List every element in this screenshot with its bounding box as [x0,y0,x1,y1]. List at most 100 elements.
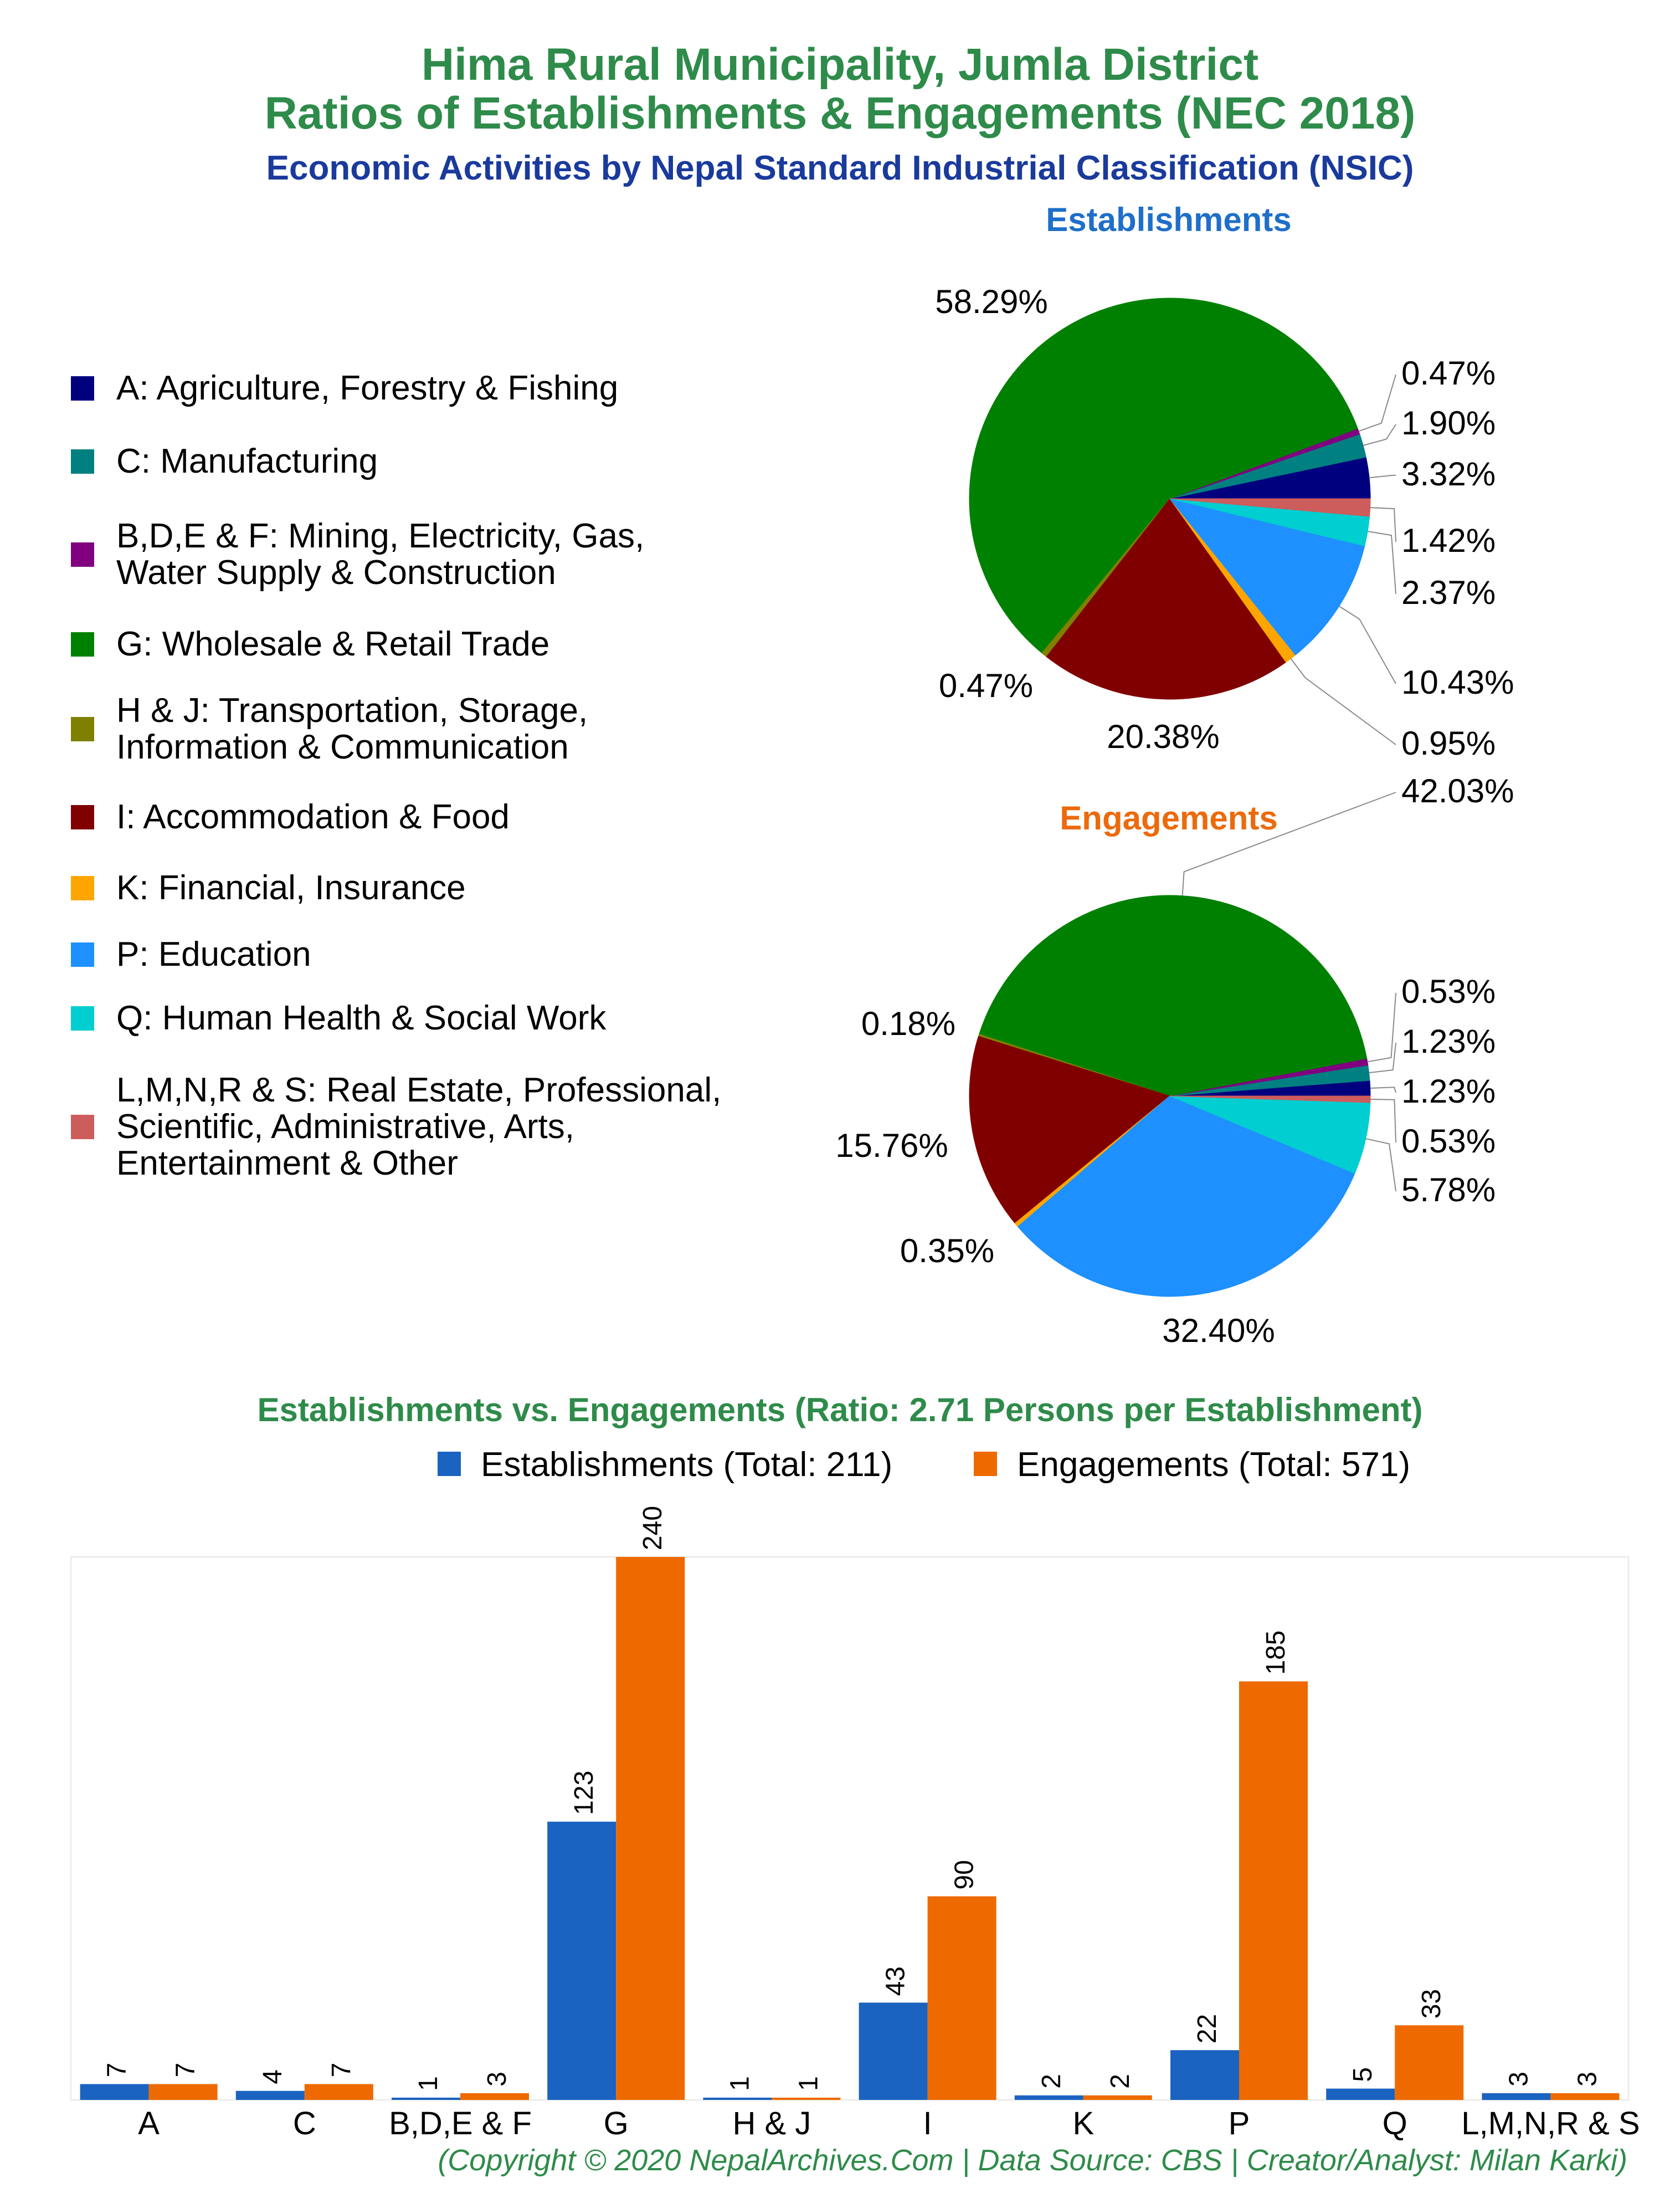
legend-label: A: Agriculture, Forestry & Fishing [116,369,619,407]
bar-category-label: C [293,2105,316,2141]
establishments-bar [1326,2088,1395,2100]
pie-1: 1.23% 1.23% 0.53% 42.03% 0.18% 15.76% 0.35% 32.… [835,772,1514,1349]
bar-value-label: 3 [1573,2072,1602,2087]
footer-credit: (Copyright © 2020 NepalArchives.Com | Da… [438,2144,1627,2177]
bar-chart-title: Establishments vs. Engagements (Ratio: 2… [257,1391,1423,1428]
pie-leader-line [1368,531,1396,595]
bar-value-label: 90 [950,1860,979,1889]
bar-value-label: 185 [1261,1631,1291,1675]
bar-category-label: B,D,E & F [389,2105,532,2141]
bar-value-label: 7 [102,2063,132,2078]
pie-leader-line [1181,792,1396,896]
establishments-pie-title: Establishments [1046,201,1292,238]
establishments-bar [1482,2093,1551,2100]
pie-slice-label: 58.29% [935,283,1048,320]
engagements-bar [616,1557,685,2100]
pie-slice [969,1036,1171,1224]
bar-value-label: 1 [794,2076,823,2091]
legend-label: P: Education [116,935,311,973]
bar-value-label: 3 [482,2072,512,2087]
bar-value-label: 240 [638,1506,667,1550]
bar-value-label: 1 [414,2076,443,2091]
pie-leader-line [1365,1138,1396,1192]
pie-slice-label: 0.95% [1401,725,1496,762]
main-title-line2: Ratios of Establishments & Engagements (… [264,88,1416,139]
pie-slice-label: 10.43% [1401,664,1514,701]
pie-slice [969,298,1358,654]
establishments-bar [80,2084,149,2100]
legend-swatch [71,805,94,829]
legend-label: G: Wholesale & Retail Trade [116,625,550,663]
legend-label: K: Financial, Insurance [116,869,466,907]
legend-swatch [71,717,94,741]
pie-0: 3.32% 1.90% 0.47% 58.29% 0.47% 20.38% 0.95% 10.… [935,283,1514,762]
bar-category-label: A [138,2105,160,2141]
bar-value-label: 2 [1106,2074,1135,2089]
bar-legend-swatch [438,1452,461,1476]
establishments-bar [1170,2050,1239,2100]
pie-slice-label: 0.53% [1401,973,1496,1010]
legend-label: B,D,E & F: Mining, Electricity, Gas, [116,517,645,555]
pie-slice-label: 1.90% [1401,404,1496,442]
pie-leader-line [1370,1087,1396,1093]
legend-label: L,M,N,R & S: Real Estate, Professional, [116,1071,722,1109]
establishments-bar [547,1821,616,2100]
pie-slice [1017,1095,1355,1297]
pie-slice-label: 2.37% [1401,574,1496,611]
pie-slice-label: 0.53% [1401,1123,1496,1160]
pie-slice-label: 1.23% [1401,1073,1496,1110]
bar-value-label: 1 [725,2076,754,2091]
subtitle: Economic Activities by Nepal Standard In… [266,149,1414,187]
legend-swatch [71,542,94,567]
engagements-bar [1239,1681,1308,2100]
pie-slice-label: 32.40% [1162,1312,1275,1349]
legend-swatch [71,376,94,401]
pie-slice-label: 20.38% [1107,718,1220,755]
engagements-pie-title: Engagements [1060,800,1278,837]
bar-category-label: P [1229,2105,1250,2141]
pie-slice [1169,498,1365,655]
pie-leader-line [1367,992,1396,1063]
bar-legend-swatch [974,1452,997,1476]
pie-leader-line [1370,507,1396,542]
pie-slice-label: 42.03% [1401,772,1514,809]
bar-value-label: 2 [1037,2074,1066,2089]
engagements-bar [927,1896,996,2100]
bar-category-label: Q [1383,2105,1407,2141]
bar-value-label: 5 [1348,2067,1378,2082]
bar-legend-label: Engagements (Total: 571) [1017,1446,1410,1484]
legend-label: H & J: Transportation, Storage, [116,691,588,730]
legend-swatch [71,876,94,900]
bar-chart: Establishments (Total: 211) Engagements (… [70,1446,1640,2141]
pie-slice-label: 1.42% [1401,522,1496,559]
engagements-bar [460,2093,529,2100]
engagements-bar [304,2084,373,2100]
legend-swatch [71,942,94,967]
pie-slice-label: 1.23% [1401,1023,1496,1060]
bar-category-label: I [923,2105,932,2141]
pie-leader-line [1290,658,1396,745]
pie-slice [1046,498,1287,700]
pie-slice-label: 0.35% [900,1232,994,1269]
legend-label: Q: Human Health & Social Work [116,999,607,1037]
bar-value-label: 123 [569,1771,599,1815]
pie-leader-line [1363,424,1396,446]
main-title-line1: Hima Rural Municipality, Jumla District [421,39,1259,90]
bar-value-label: 43 [881,1966,911,1996]
pie-leader-line [1369,1042,1396,1074]
engagements-bar [1550,2093,1620,2100]
bar-category-label: G [604,2105,629,2141]
pie-slice-label: 5.78% [1401,1171,1496,1208]
engagements-bar [1395,2025,1464,2100]
pie-slice-label: 3.32% [1401,455,1496,493]
legend-swatch [71,1115,94,1139]
engagements-bar [148,2084,218,2100]
pie-leader-line [1339,606,1396,684]
legend-label: Entertainment & Other [116,1144,458,1182]
pie-slice-label: 0.18% [861,1005,955,1042]
bar-value-label: 4 [258,2069,287,2084]
legend-label: C: Manufacturing [116,442,378,480]
pie-slice [979,895,1368,1096]
